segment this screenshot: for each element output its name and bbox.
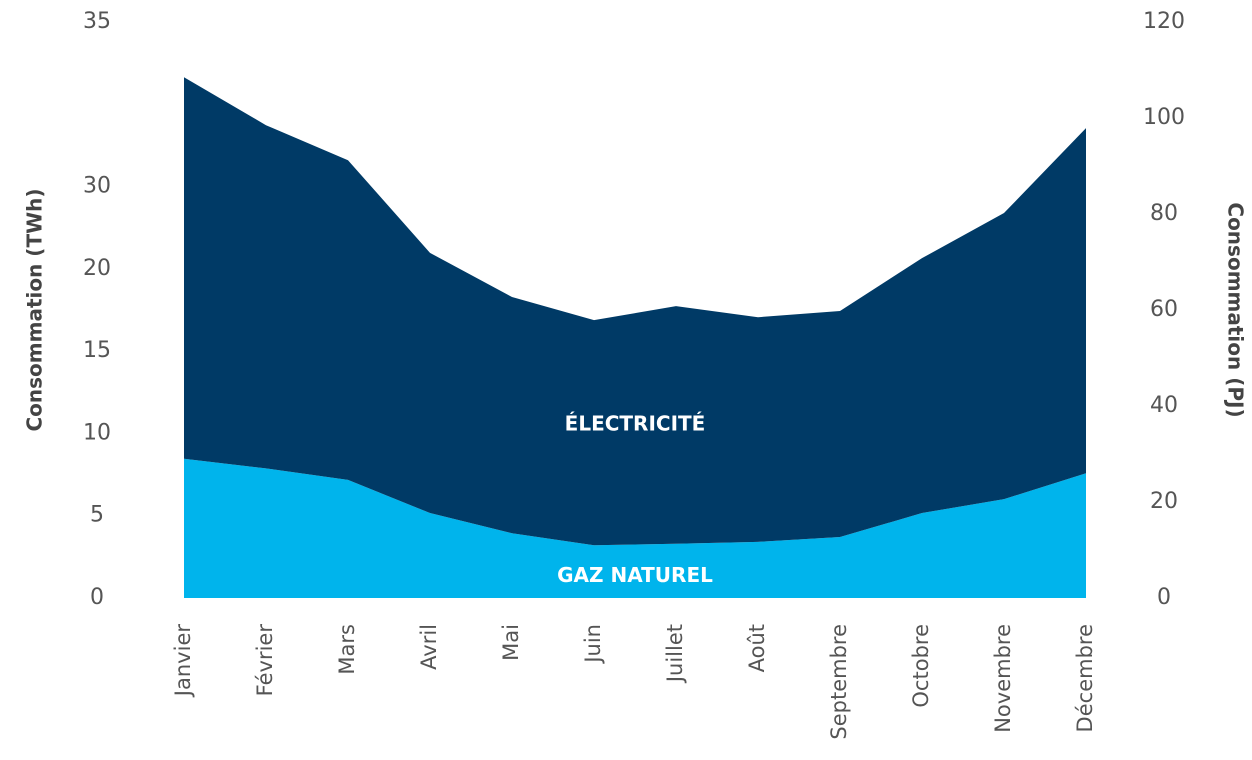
y2-tick-label: 60 [1150,297,1178,322]
x-tick-label: Février [253,624,277,697]
x-tick-label: Août [745,624,769,672]
y2-tick-label: 0 [1157,585,1171,610]
y-tick-label: 30 [83,174,111,199]
x-tick-label: Novembre [991,624,1015,733]
area-label: GAZ NATUREL [557,563,713,587]
x-tick-label: Juin [581,624,605,665]
y2-tick-label: 80 [1150,201,1178,226]
area [184,458,1086,598]
y-tick-label: 35 [83,9,111,34]
x-tick-label: Octobre [909,624,933,708]
area-label: ÉLECTRICITÉ [565,412,706,436]
x-tick-label: Décembre [1073,624,1097,732]
y-tick-label: 5 [90,503,104,528]
y-tick-label: 15 [83,338,111,363]
x-tick-label: Janvier [171,624,195,699]
area [184,77,1086,546]
y-axis-title: Consommation (TWh) [23,188,47,431]
y2-tick-label: 40 [1150,393,1178,418]
y2-tick-label: 120 [1143,9,1185,34]
y2-axis-title: Consommation (PJ) [1224,202,1248,417]
x-tick-label: Avril [417,624,441,670]
y2-tick-label: 100 [1143,105,1185,130]
y-tick-label: 0 [90,585,104,610]
x-tick-label: Septembre [827,624,851,740]
x-tick-label: Juillet [663,624,687,684]
x-tick-label: Mai [499,624,523,661]
x-tick-label: Mars [335,624,359,675]
y2-tick-label: 20 [1150,489,1178,514]
y-tick-label: 20 [83,256,111,281]
y-tick-label: 10 [83,420,111,445]
